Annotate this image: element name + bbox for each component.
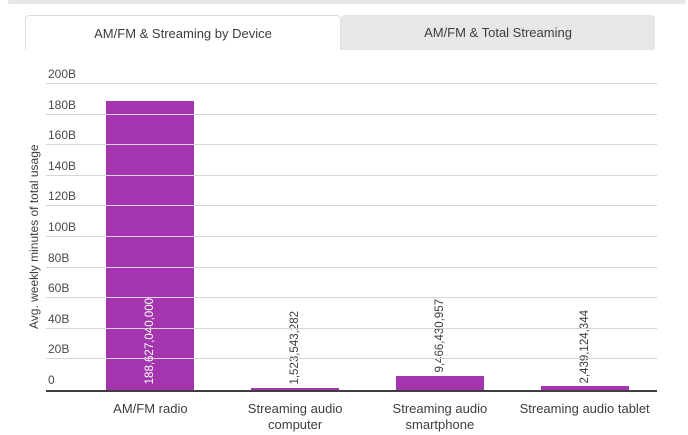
- bar-value-label: 1,523,543,282: [289, 311, 302, 385]
- tab-label: AM/FM & Streaming by Device: [94, 25, 272, 41]
- bar-4[interactable]: [540, 386, 629, 390]
- gridline: [46, 174, 657, 176]
- y-tick-label: 180B: [48, 97, 77, 112]
- tab-amfm-total-streaming[interactable]: AM/FM & Total Streaming: [341, 15, 655, 50]
- bar-1[interactable]: [106, 101, 195, 390]
- gridline: [46, 113, 657, 115]
- plot-area: 188,627,040,000 AM/FM radio 1,523,543,282 S…: [46, 67, 657, 432]
- tab-amfm-streaming-by-device[interactable]: AM/FM & Streaming by Device: [25, 15, 341, 50]
- bar-slot: 9,466,430,957 Streaming audio smartphone: [368, 84, 513, 432]
- bar-3[interactable]: [395, 375, 484, 390]
- y-tick-label: 100B: [48, 220, 77, 234]
- y-tick-label: 140B: [48, 158, 77, 173]
- bar-value-label: 188,627,040,000: [144, 297, 157, 384]
- gridline: [46, 144, 657, 146]
- y-tick-label: 60B: [48, 281, 70, 296]
- gridline: [46, 205, 657, 207]
- gridline: [46, 327, 657, 329]
- tab-label: AM/FM & Total Streaming: [424, 25, 572, 40]
- gridline: [46, 297, 657, 299]
- gridline: [46, 266, 657, 268]
- y-tick-label: 0: [48, 373, 55, 387]
- y-tick-label: 80B: [48, 250, 70, 265]
- bar-slot: 1,523,543,282 Streaming audio computer: [223, 84, 368, 432]
- bar-slot: 188,627,040,000 AM/FM radio: [78, 84, 223, 416]
- y-tick-label: 40B: [48, 311, 70, 326]
- gridline: [46, 358, 657, 360]
- gridline: [46, 236, 657, 237]
- bar-slot: 2,439,124,344 Streaming audio tablet: [512, 84, 657, 416]
- bar-value-label: 2,439,124,344: [578, 309, 591, 384]
- y-tick-label: 200B: [48, 67, 77, 81]
- x-category-label: AM/FM radio: [113, 401, 188, 416]
- y-tick-label: 20B: [48, 342, 70, 357]
- x-category-label: Streaming audio smartphone: [392, 401, 488, 433]
- x-category-label: Streaming audio computer: [247, 401, 343, 433]
- top-strip: [8, 0, 686, 4]
- bars-area: 188,627,040,000 AM/FM radio 1,523,543,282 S…: [78, 84, 657, 432]
- y-axis-title: Avg. weekly minutes of total usage: [27, 144, 41, 330]
- bar-value-label: 9,466,430,957: [433, 298, 446, 373]
- y-tick-label: 120B: [48, 189, 77, 204]
- x-category-label: Streaming audio tablet: [519, 401, 650, 416]
- y-tick-label: 160B: [48, 128, 77, 143]
- bar-2[interactable]: [251, 387, 340, 390]
- tab-bar: AM/FM & Streaming by Device AM/FM & Tota…: [25, 15, 655, 50]
- gridline: [46, 83, 657, 84]
